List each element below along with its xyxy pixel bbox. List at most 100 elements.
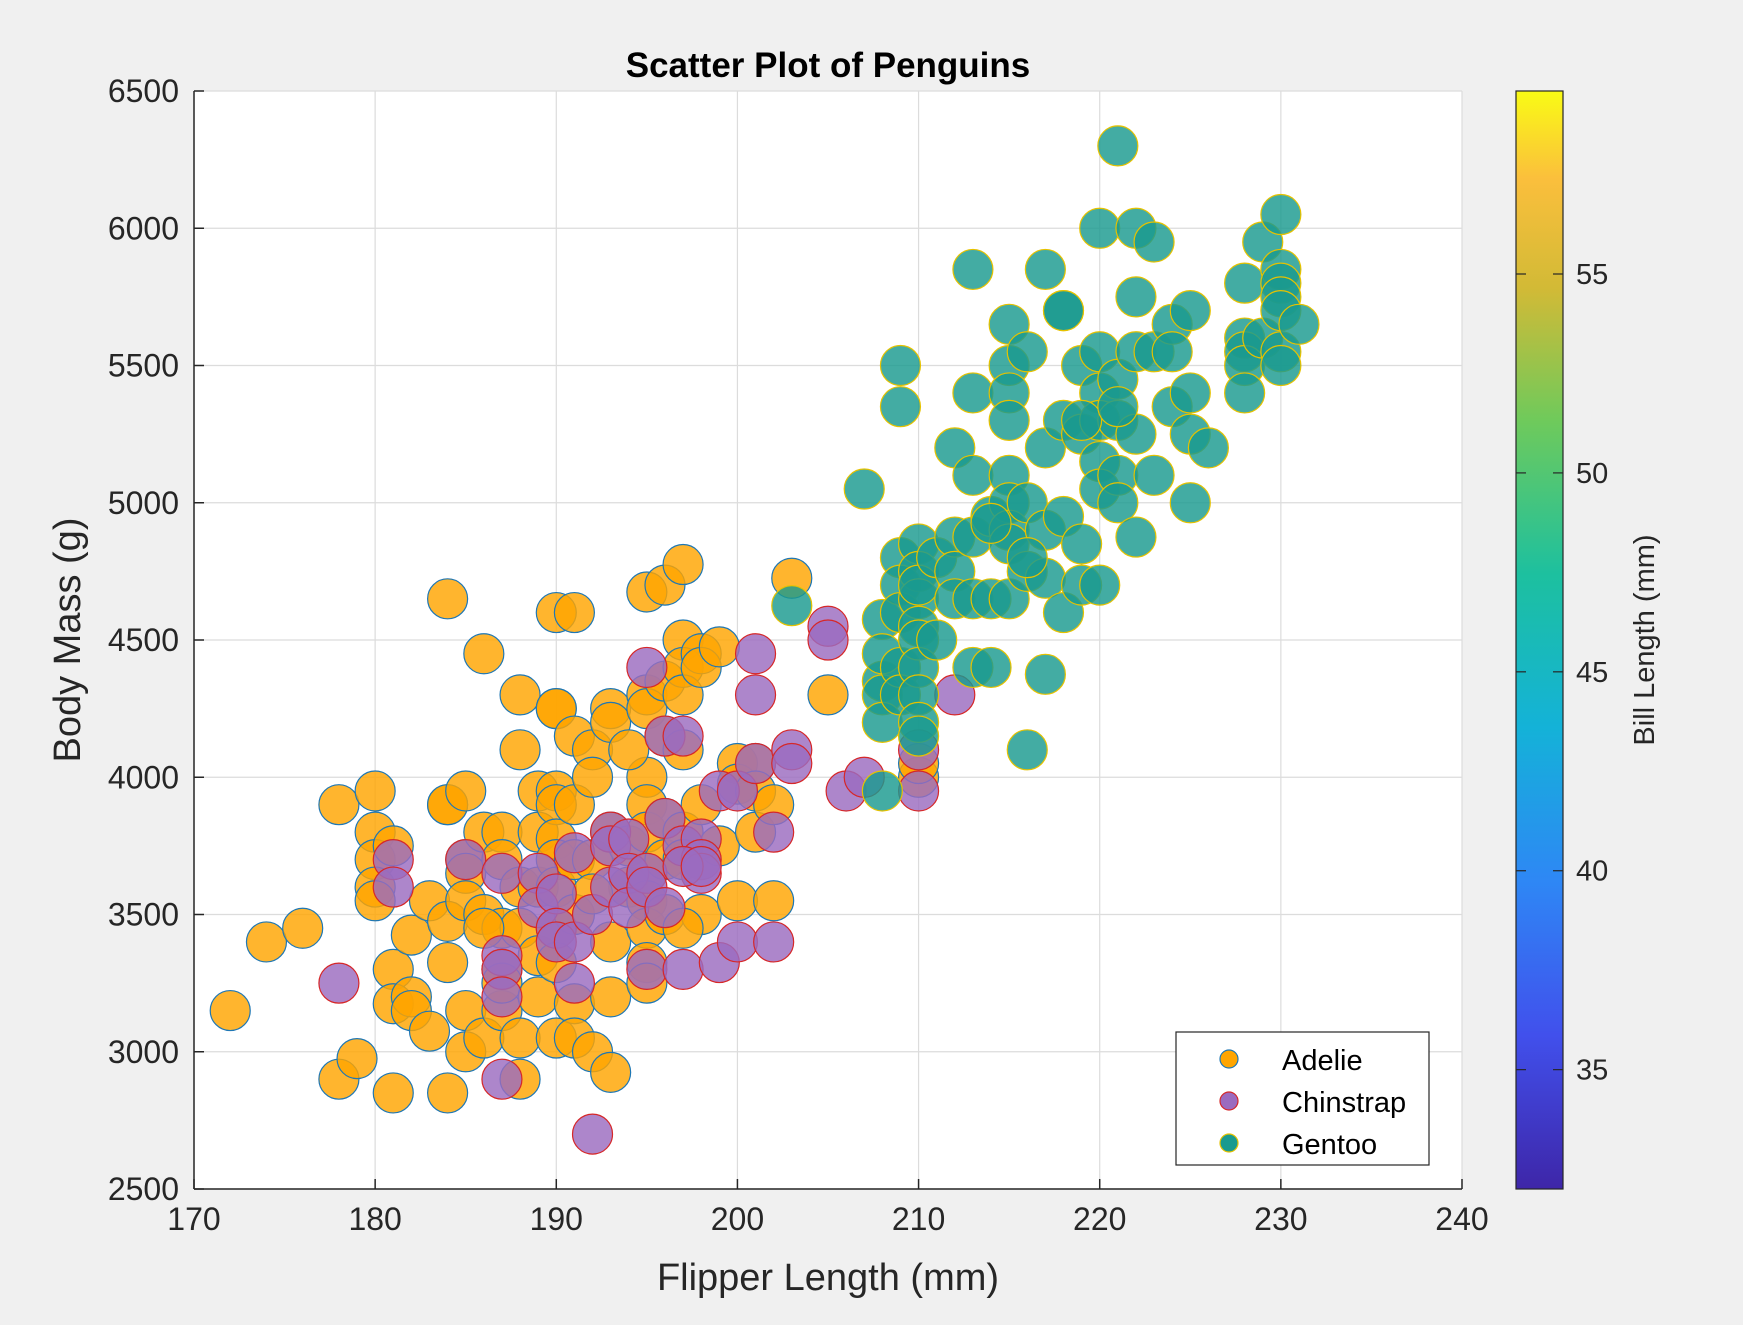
adelie-point — [608, 729, 650, 771]
gentoo-point — [1097, 125, 1139, 167]
gentoo-point — [879, 386, 922, 428]
x-tick-label: 210 — [892, 1201, 945, 1237]
chinstrap-point — [318, 962, 360, 1004]
gentoo-point — [1133, 454, 1175, 496]
chinstrap-point — [734, 633, 777, 675]
adelie-point — [553, 591, 596, 634]
y-tick-label: 2500 — [108, 1171, 179, 1207]
gentoo-point — [1169, 290, 1211, 332]
y-axis-label: Body Mass (g) — [47, 518, 89, 763]
y-tick-label: 4000 — [108, 759, 179, 795]
legend-label-chinstrap: Chinstrap — [1282, 1087, 1406, 1119]
adelie-point — [318, 784, 360, 826]
legend-marker-adelie — [1219, 1049, 1239, 1069]
adelie-point — [590, 1051, 632, 1093]
gentoo-point — [1115, 276, 1157, 318]
chinstrap-point — [553, 832, 596, 874]
adelie-point — [427, 1072, 469, 1114]
chinstrap-point — [734, 674, 777, 716]
x-tick-label: 180 — [348, 1201, 401, 1237]
gentoo-point — [1187, 427, 1230, 469]
chinstrap-point — [662, 715, 704, 757]
adelie-point — [590, 976, 632, 1018]
gentoo-point — [1115, 516, 1157, 558]
y-tick-labels: 2500 3000 3500 4000 4500 5000 5500 6000 6500 — [108, 73, 204, 1207]
adelie-point — [336, 1038, 378, 1080]
gentoo-point — [952, 248, 994, 291]
colorbar-label: Bill Length (mm) — [1629, 534, 1661, 745]
chinstrap-point — [771, 742, 813, 785]
gentoo-point — [1060, 523, 1103, 565]
chinstrap-point — [716, 921, 759, 963]
chinstrap-point — [481, 1058, 523, 1100]
adelie-point — [517, 976, 559, 1018]
adelie-point — [372, 1072, 414, 1114]
adelie-point — [753, 880, 795, 922]
gentoo-point — [952, 372, 994, 414]
gentoo-point — [970, 502, 1012, 544]
adelie-point — [427, 578, 469, 620]
adelie-point — [499, 1017, 541, 1059]
adelie-point — [499, 674, 541, 716]
chinstrap-point — [680, 845, 722, 888]
adelie-point — [463, 633, 505, 675]
gentoo-point — [843, 468, 885, 510]
gentoo-point — [1133, 221, 1175, 263]
gentoo-point — [1079, 564, 1121, 606]
x-tick-label: 190 — [530, 1201, 583, 1237]
gentoo-point — [861, 770, 903, 812]
adelie-point — [698, 626, 740, 668]
x-tick-label: 170 — [167, 1201, 220, 1237]
colorbar-ticks: 35 40 45 50 55 — [1516, 259, 1608, 1087]
adelie-point — [662, 543, 704, 586]
chinstrap-point — [553, 962, 596, 1004]
gentoo-point — [1224, 262, 1266, 304]
adelie-point — [354, 770, 396, 812]
chinstrap-point — [644, 887, 686, 929]
x-tick-label: 230 — [1254, 1201, 1307, 1237]
gentoo-point — [1260, 344, 1302, 387]
gentoo-point — [1097, 482, 1139, 524]
colorbar-tick-label: 35 — [1576, 1055, 1608, 1087]
y-tick-label: 4500 — [108, 622, 179, 658]
chinstrap-point — [626, 646, 668, 689]
gentoo-point — [1006, 729, 1048, 771]
gentoo-point — [1079, 207, 1121, 249]
gentoo-point — [1169, 482, 1211, 524]
chinstrap-point — [481, 852, 523, 894]
y-tick-label: 3000 — [108, 1034, 179, 1070]
colorbar-tick-label: 55 — [1576, 259, 1608, 291]
gentoo-point — [1169, 372, 1211, 414]
gentoo-point — [970, 646, 1012, 689]
y-tick-label: 3500 — [108, 897, 179, 933]
gentoo-point — [1151, 331, 1193, 373]
adelie-point — [445, 770, 487, 812]
x-tick-label: 220 — [1073, 1201, 1126, 1237]
adelie-point — [390, 914, 432, 956]
gentoo-point — [916, 619, 958, 661]
gentoo-point — [879, 344, 922, 387]
adelie-point — [716, 880, 759, 922]
colorbar-tick-label: 45 — [1576, 657, 1608, 689]
gentoo-point — [1024, 248, 1066, 291]
chinstrap-point — [753, 811, 795, 853]
gentoo-point — [1006, 537, 1048, 579]
chart-title: Scatter Plot of Penguins — [626, 46, 1031, 85]
x-tick-label: 240 — [1435, 1201, 1488, 1237]
legend: Adelie Chinstrap Gentoo — [1175, 1031, 1430, 1166]
adelie-point — [499, 729, 541, 771]
legend-label-adelie: Adelie — [1282, 1045, 1363, 1077]
chinstrap-point — [734, 742, 777, 785]
adelie-point — [571, 756, 614, 798]
gentoo-point — [952, 454, 994, 496]
gentoo-point — [1060, 399, 1103, 441]
colorbar: 35 40 45 50 55 Bill Length (mm) — [1515, 90, 1661, 1190]
chinstrap-point — [662, 948, 704, 991]
gentoo-point — [1278, 303, 1320, 345]
chinstrap-point — [626, 948, 668, 991]
chinstrap-point — [571, 1113, 614, 1155]
adelie-point — [282, 907, 324, 949]
adelie-point — [807, 674, 849, 716]
chinstrap-point — [481, 976, 523, 1018]
